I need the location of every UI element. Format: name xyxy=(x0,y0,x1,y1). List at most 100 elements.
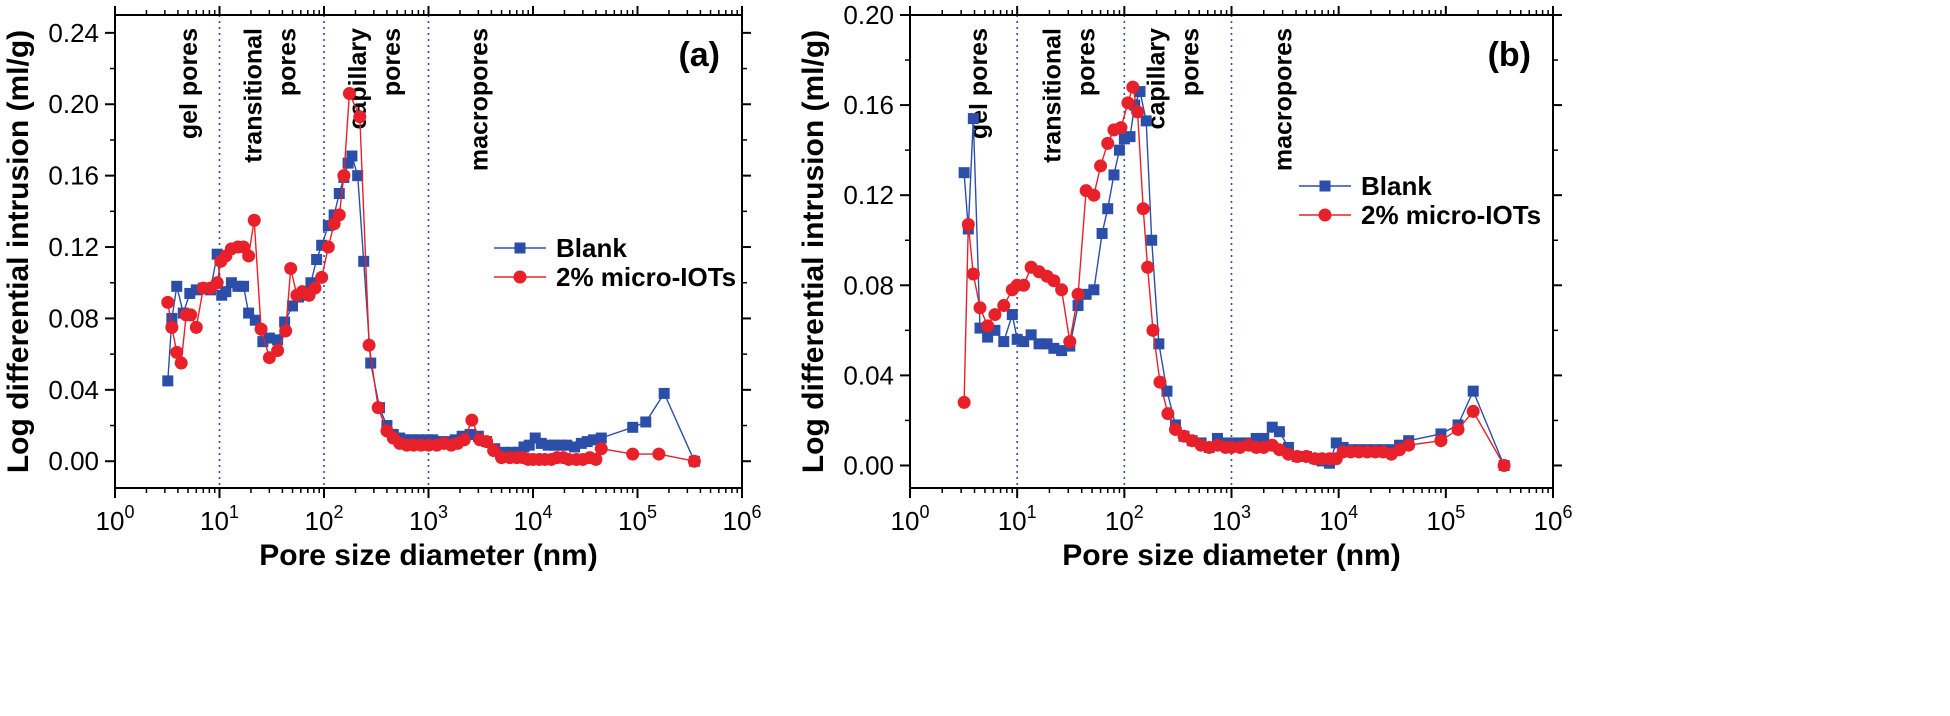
data-point xyxy=(311,254,323,266)
data-point xyxy=(988,308,1002,322)
data-point xyxy=(575,437,587,449)
x-tick-label: 102 xyxy=(305,502,344,536)
x-tick-label: 106 xyxy=(1534,502,1573,536)
data-point xyxy=(1161,385,1173,397)
data-point xyxy=(1072,300,1084,312)
data-point xyxy=(220,286,232,298)
series-micro-iots xyxy=(161,87,701,468)
data-point xyxy=(961,217,975,231)
data-point xyxy=(272,334,284,346)
x-tick-base: 10 xyxy=(618,506,647,536)
data-point xyxy=(1087,188,1101,202)
data-point xyxy=(595,432,607,444)
legend-label: 2% micro-IOTs xyxy=(1361,200,1541,230)
series-blank xyxy=(162,150,700,467)
y-axis-title: Log differential intrusion (ml/g) xyxy=(2,30,35,473)
data-point xyxy=(166,312,178,324)
data-point xyxy=(333,187,345,199)
data-point xyxy=(1153,338,1165,350)
data-point xyxy=(1102,203,1114,215)
data-point xyxy=(1118,133,1130,145)
region-label: capillary xyxy=(1142,28,1170,130)
region-label: pores xyxy=(1072,28,1100,96)
data-point xyxy=(1282,441,1294,453)
chart-panel-b: 100 101 102 103 104 105 1060.000.040.080.120.1… xyxy=(797,0,1572,572)
data-point xyxy=(1017,278,1031,292)
data-point xyxy=(569,441,581,453)
data-point xyxy=(315,270,329,284)
data-point xyxy=(162,375,174,387)
x-tick-exponent: 6 xyxy=(751,502,761,522)
data-point xyxy=(1146,234,1158,246)
data-point xyxy=(1056,345,1068,357)
data-point xyxy=(358,255,370,267)
data-point xyxy=(1131,105,1145,119)
x-tick-base: 10 xyxy=(891,506,920,536)
x-tick-exponent: 2 xyxy=(1134,502,1144,522)
data-point xyxy=(1025,329,1037,341)
x-tick-exponent: 2 xyxy=(333,502,343,522)
data-point xyxy=(561,439,573,451)
data-point xyxy=(973,301,987,315)
data-point xyxy=(1101,136,1115,150)
data-point xyxy=(1330,437,1342,449)
data-point xyxy=(1434,434,1448,448)
data-point xyxy=(1033,338,1045,350)
x-tick-base: 10 xyxy=(1212,506,1241,536)
region-label: pores xyxy=(273,28,301,96)
data-point xyxy=(242,249,256,263)
data-point xyxy=(184,308,198,322)
x-tick-exponent: 5 xyxy=(647,502,657,522)
data-point xyxy=(594,442,608,456)
data-point xyxy=(346,150,358,162)
data-point xyxy=(555,439,567,451)
legend-label: 2% micro-IOTs xyxy=(556,262,736,292)
data-point xyxy=(238,280,250,292)
y-tick-label: 0.00 xyxy=(48,446,99,476)
data-point xyxy=(362,338,376,352)
data-point xyxy=(225,277,237,289)
y-tick-label: 0.16 xyxy=(843,90,894,120)
data-point xyxy=(321,240,335,254)
data-point xyxy=(305,277,317,289)
data-point xyxy=(247,213,261,227)
x-tick-base: 10 xyxy=(1319,506,1348,536)
x-tick-label: 101 xyxy=(998,502,1037,536)
region-label: macropores xyxy=(1270,28,1298,171)
data-point xyxy=(1140,115,1152,127)
y-tick-label: 0.04 xyxy=(48,375,99,405)
data-point xyxy=(1266,421,1278,433)
data-point xyxy=(627,421,639,433)
data-point xyxy=(1018,336,1030,348)
series-micro-iots xyxy=(957,80,1511,472)
legend-label: Blank xyxy=(1361,171,1432,201)
data-point xyxy=(1402,438,1416,452)
x-tick-exponent: 0 xyxy=(919,502,929,522)
data-point xyxy=(1094,159,1108,173)
region-label: pores xyxy=(378,28,406,96)
legend-marker xyxy=(1319,180,1331,192)
data-point xyxy=(1250,432,1262,444)
data-point xyxy=(997,299,1011,313)
data-point xyxy=(626,447,640,461)
y-tick-label: 0.00 xyxy=(843,450,894,480)
data-point xyxy=(457,433,471,447)
data-point xyxy=(982,331,994,343)
x-tick-label: 104 xyxy=(1319,502,1358,536)
data-point xyxy=(1129,99,1141,111)
data-point xyxy=(332,208,346,222)
data-point xyxy=(1497,458,1511,472)
x-tick-base: 10 xyxy=(305,506,334,536)
data-point xyxy=(1134,86,1146,98)
data-point xyxy=(254,322,268,336)
legend-label: Blank xyxy=(556,233,627,263)
data-point xyxy=(465,413,479,427)
data-point xyxy=(342,87,356,101)
data-point xyxy=(480,435,494,449)
data-point xyxy=(210,276,224,290)
data-point xyxy=(284,261,298,275)
x-tick-exponent: 5 xyxy=(1455,502,1465,522)
